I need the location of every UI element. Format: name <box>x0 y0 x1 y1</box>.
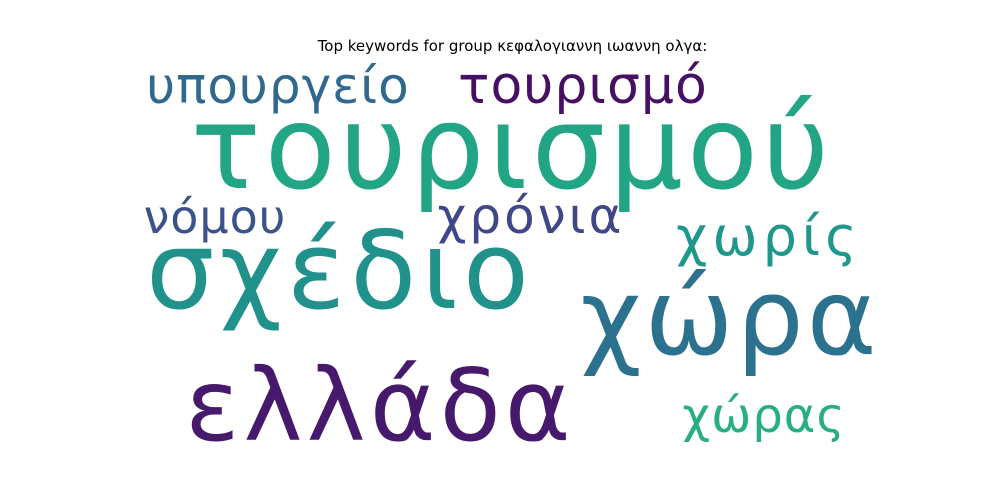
word-cloud-word: χωρίς <box>676 205 862 268</box>
word-cloud-word: τουρισμό <box>458 56 708 116</box>
word-cloud-word: τουρισμού <box>191 81 833 216</box>
word-cloud-word: ελλάδα <box>185 347 574 464</box>
word-cloud-word: χώρα <box>580 256 879 379</box>
word-cloud-word: υπουργείο <box>146 57 409 115</box>
chart-title: Top keywords for group κεφαλογιαννη ιωαν… <box>317 37 708 55</box>
word-cloud-word: σχέδιο <box>146 209 534 334</box>
word-cloud-word: χώρας <box>682 388 845 444</box>
word-cloud-word: νόμου <box>144 190 287 244</box>
word-cloud-word: χρόνια <box>437 187 624 245</box>
